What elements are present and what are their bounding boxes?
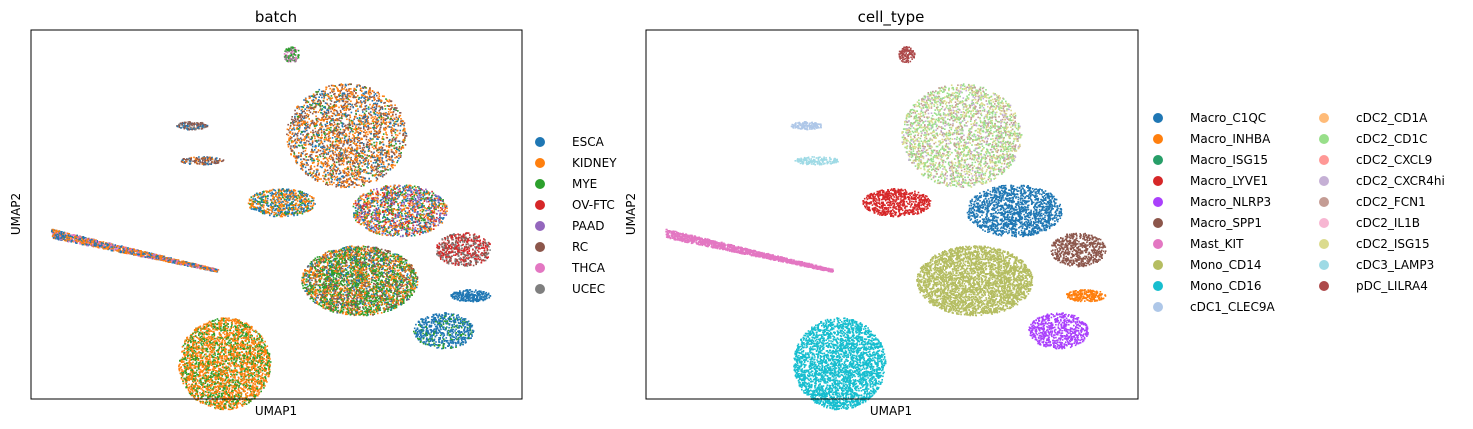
batch-umap-panel: batch UMAP1 UMAP2 ESCA KIDNEY MYE OV-FTC PAA…	[9, 8, 617, 418]
legend-marker-cdc1-clec9a	[1153, 302, 1163, 312]
cluster-mid-right	[967, 185, 1063, 238]
legend-marker-macro-spp1	[1153, 218, 1163, 228]
cluster-upper-left-small-2	[795, 156, 839, 165]
legend-marker-cdc2-cd1a	[1319, 113, 1329, 123]
legend-marker-macro-c1qc	[1153, 113, 1163, 123]
cluster-right-1	[1051, 233, 1107, 268]
legend-label-cdc2-cd1a: cDC2_CD1A	[1356, 111, 1428, 125]
legend-label-kidney: KIDNEY	[572, 156, 617, 170]
cluster-long-streak	[665, 229, 834, 273]
legend-label-ucec: UCEC	[572, 282, 605, 296]
batch-y-axis-label: UMAP2	[9, 193, 23, 235]
cell-type-plot-title: cell_type	[858, 8, 925, 27]
cluster-upper-left-small-1	[176, 121, 208, 130]
legend-label-rc: RC	[572, 240, 588, 254]
legend-label-macro-isg15: Macro_ISG15	[1190, 153, 1268, 167]
cluster-mid-right	[353, 185, 448, 238]
cell-type-legend: Macro_C1QC Macro_INHBA Macro_ISG15 Macro_LY…	[1153, 111, 1445, 314]
legend-marker-ucec	[535, 284, 545, 294]
cluster-upper-large	[901, 83, 1022, 188]
legend-marker-rc	[535, 242, 545, 252]
legend-marker-mast-kit	[1153, 239, 1163, 249]
cell-type-points	[665, 46, 1106, 410]
legend-label-cdc3-lamp3: cDC3_LAMP3	[1356, 258, 1434, 272]
legend-marker-cdc2-isg15	[1319, 239, 1329, 249]
legend-label-ov-ftc: OV-FTC	[572, 198, 615, 212]
legend-label-mono-cd16: Mono_CD16	[1190, 279, 1262, 293]
cell-type-umap-panel: cell_type UMAP1 UMAP2 Macro_C1QC Macro_IN…	[624, 8, 1445, 418]
legend-label-pdc-lilra4: pDC_LILRA4	[1356, 279, 1428, 293]
legend-label-macro-spp1: Macro_SPP1	[1190, 216, 1262, 230]
legend-marker-cdc2-cxcl9	[1319, 155, 1329, 165]
cluster-right-3	[1028, 312, 1089, 349]
cluster-center-large	[916, 245, 1033, 316]
legend-label-cdc2-cxcr4hi: cDC2_CXCR4hi	[1356, 174, 1445, 188]
cluster-top-small	[898, 46, 915, 63]
legend-marker-paad	[535, 221, 545, 231]
legend-label-cdc2-cxcl9: cDC2_CXCL9	[1356, 153, 1432, 167]
cluster-upper-left-small-2	[181, 156, 225, 165]
legend-label-mono-cd14: Mono_CD14	[1190, 258, 1262, 272]
legend-label-paad: PAAD	[572, 219, 604, 233]
cluster-long-streak	[51, 229, 219, 273]
legend-label-cdc2-il1b: cDC2_IL1B	[1356, 216, 1420, 230]
cluster-right-2	[1066, 289, 1106, 302]
legend-marker-cdc3-lamp3	[1319, 260, 1329, 270]
legend-label-macro-nlrp3: Macro_NLRP3	[1190, 195, 1271, 209]
legend-marker-pdc-lilra4	[1319, 281, 1329, 291]
cluster-bottom	[793, 317, 886, 410]
cluster-right-3	[413, 312, 474, 349]
cluster-bottom	[178, 317, 271, 410]
legend-marker-macro-lyve1	[1153, 176, 1163, 186]
cluster-right-1	[436, 232, 491, 267]
legend-marker-cdc2-il1b	[1319, 218, 1329, 228]
legend-marker-mono-cd14	[1153, 260, 1163, 270]
legend-label-macro-c1qc: Macro_C1QC	[1190, 111, 1266, 125]
cell-type-y-axis-label: UMAP2	[624, 193, 638, 235]
legend-label-esca: ESCA	[572, 135, 605, 149]
legend-marker-cdc2-cxcr4hi	[1319, 176, 1329, 186]
cluster-mid-left	[248, 188, 316, 217]
legend-label-mast-kit: Mast_KIT	[1190, 237, 1244, 251]
legend-marker-mye	[535, 179, 545, 189]
legend-marker-cdc2-fcn1	[1319, 197, 1329, 207]
legend-label-mye: MYE	[572, 177, 597, 191]
batch-legend: ESCA KIDNEY MYE OV-FTC PAAD RC THCA UCEC	[535, 135, 617, 296]
cluster-upper-left-small-1	[791, 121, 822, 130]
cluster-upper-large	[286, 83, 407, 188]
legend-marker-macro-nlrp3	[1153, 197, 1163, 207]
batch-x-axis-label: UMAP1	[255, 404, 297, 418]
batch-plot-title: batch	[255, 8, 297, 26]
legend-label-cdc2-fcn1: cDC2_FCN1	[1356, 195, 1426, 209]
legend-marker-esca	[535, 137, 545, 147]
legend-label-thca: THCA	[571, 261, 606, 275]
legend-label-macro-lyve1: Macro_LYVE1	[1190, 174, 1268, 188]
legend-label-cdc2-cd1c: cDC2_CD1C	[1356, 132, 1427, 146]
cluster-right-2	[450, 289, 491, 302]
legend-marker-cdc2-cd1c	[1319, 134, 1329, 144]
legend-label-cdc1-clec9a: cDC1_CLEC9A	[1190, 300, 1276, 314]
cluster-mid-left	[862, 188, 931, 217]
legend-marker-macro-isg15	[1153, 155, 1163, 165]
legend-marker-mono-cd16	[1153, 281, 1163, 291]
cluster-top-small	[284, 46, 300, 62]
legend-label-macro-inhba: Macro_INHBA	[1190, 132, 1271, 146]
legend-marker-kidney	[535, 158, 545, 168]
legend-marker-thca	[535, 263, 545, 273]
legend-marker-ov-ftc	[535, 200, 545, 210]
cluster-center-large	[301, 245, 418, 316]
cell-type-x-axis-label: UMAP1	[870, 404, 912, 418]
legend-marker-macro-inhba	[1153, 134, 1163, 144]
legend-label-cdc2-isg15: cDC2_ISG15	[1356, 237, 1430, 251]
batch-points	[51, 46, 491, 410]
